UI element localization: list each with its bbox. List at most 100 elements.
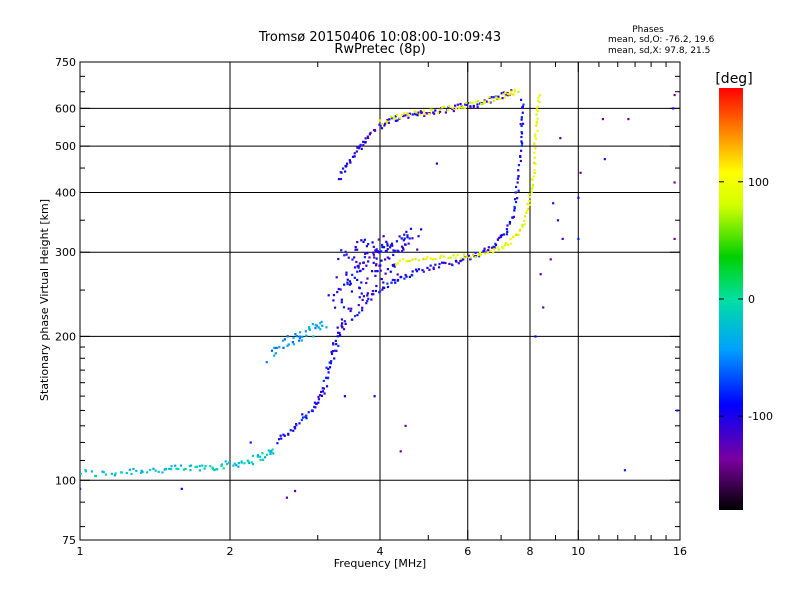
colorbar-tick-label: 100: [748, 176, 769, 189]
data-point: [355, 150, 358, 153]
data-point: [125, 471, 128, 475]
data-point: [270, 450, 273, 454]
data-point: [312, 335, 315, 338]
data-point: [174, 464, 177, 467]
colorbar-tick-label: 0: [748, 293, 755, 306]
data-point: [396, 262, 399, 265]
data-point: [492, 247, 495, 250]
data-point: [408, 112, 411, 115]
data-point: [528, 203, 532, 207]
data-point: [189, 464, 193, 467]
data-point: [348, 280, 352, 283]
data-point: [194, 465, 197, 468]
data-point: [267, 449, 270, 452]
data-point: [395, 113, 399, 117]
data-point: [294, 423, 298, 426]
data-point: [474, 100, 477, 104]
data-point: [396, 273, 399, 276]
data-point: [225, 463, 229, 466]
y-tick-label: 100: [55, 474, 76, 487]
data-point: [462, 253, 465, 256]
data-point: [320, 320, 323, 323]
data-point: [390, 281, 393, 284]
data-point: [177, 467, 180, 471]
data-point: [500, 92, 503, 95]
data-point: [434, 109, 437, 112]
data-point: [277, 438, 281, 441]
data-point: [414, 113, 417, 116]
data-point: [389, 244, 392, 247]
data-point: [396, 278, 400, 282]
stats-title: Phases: [632, 25, 664, 35]
data-point: [522, 103, 525, 106]
data-point: [492, 96, 495, 99]
data-point: [536, 105, 539, 109]
data-point: [531, 186, 534, 189]
data-point: [372, 261, 375, 264]
data-point: [404, 273, 407, 277]
data-point: [104, 473, 108, 476]
data-point: [340, 318, 344, 321]
data-point: [459, 102, 462, 106]
data-point: [500, 234, 504, 237]
data-point: [366, 135, 369, 138]
data-point: [319, 393, 322, 397]
data-point: [402, 114, 405, 118]
data-point: [521, 122, 525, 125]
data-point: [368, 133, 372, 136]
data-point: [340, 298, 343, 301]
data-point: [337, 287, 340, 291]
data-point: [517, 90, 520, 93]
data-point: [497, 97, 500, 101]
data-point: [365, 281, 368, 285]
data-point: [395, 240, 399, 243]
data-point: [339, 177, 343, 181]
data-point: [349, 161, 352, 164]
data-point: [516, 177, 519, 180]
data-point: [489, 249, 493, 253]
data-point: [385, 240, 388, 243]
data-point: [478, 251, 482, 254]
data-point: [440, 106, 444, 109]
data-point: [508, 93, 511, 96]
data-point: [353, 266, 357, 269]
data-point: [431, 108, 434, 111]
data-point: [465, 103, 468, 106]
data-point: [537, 99, 540, 102]
data-point: [359, 143, 362, 147]
data-point: [420, 228, 423, 231]
data-point: [132, 467, 135, 471]
data-point: [372, 293, 375, 296]
data-point: [354, 248, 357, 251]
data-point: [386, 248, 389, 251]
data-point: [335, 349, 338, 352]
data-point: [179, 464, 183, 467]
data-point: [358, 262, 362, 265]
data-point: [505, 228, 508, 231]
data-point: [94, 474, 98, 478]
data-point: [375, 257, 378, 260]
data-point: [400, 237, 403, 240]
data-point: [300, 418, 303, 422]
data-point: [367, 297, 370, 300]
data-point: [139, 471, 143, 475]
data-point: [407, 242, 410, 245]
data-point: [532, 175, 535, 178]
data-point: [265, 453, 269, 456]
data-point: [269, 452, 272, 456]
data-point: [528, 200, 531, 203]
data-point: [363, 238, 366, 241]
data-point: [534, 135, 537, 138]
data-point: [345, 271, 348, 274]
data-point: [443, 105, 446, 108]
data-point: [328, 366, 332, 369]
data-point: [479, 253, 482, 256]
data-point: [367, 243, 370, 246]
data-point: [249, 441, 252, 444]
data-point: [535, 108, 538, 111]
data-point: [552, 202, 555, 205]
data-point: [251, 462, 255, 466]
data-point: [425, 257, 428, 261]
data-point: [141, 470, 144, 473]
data-point: [473, 255, 476, 258]
